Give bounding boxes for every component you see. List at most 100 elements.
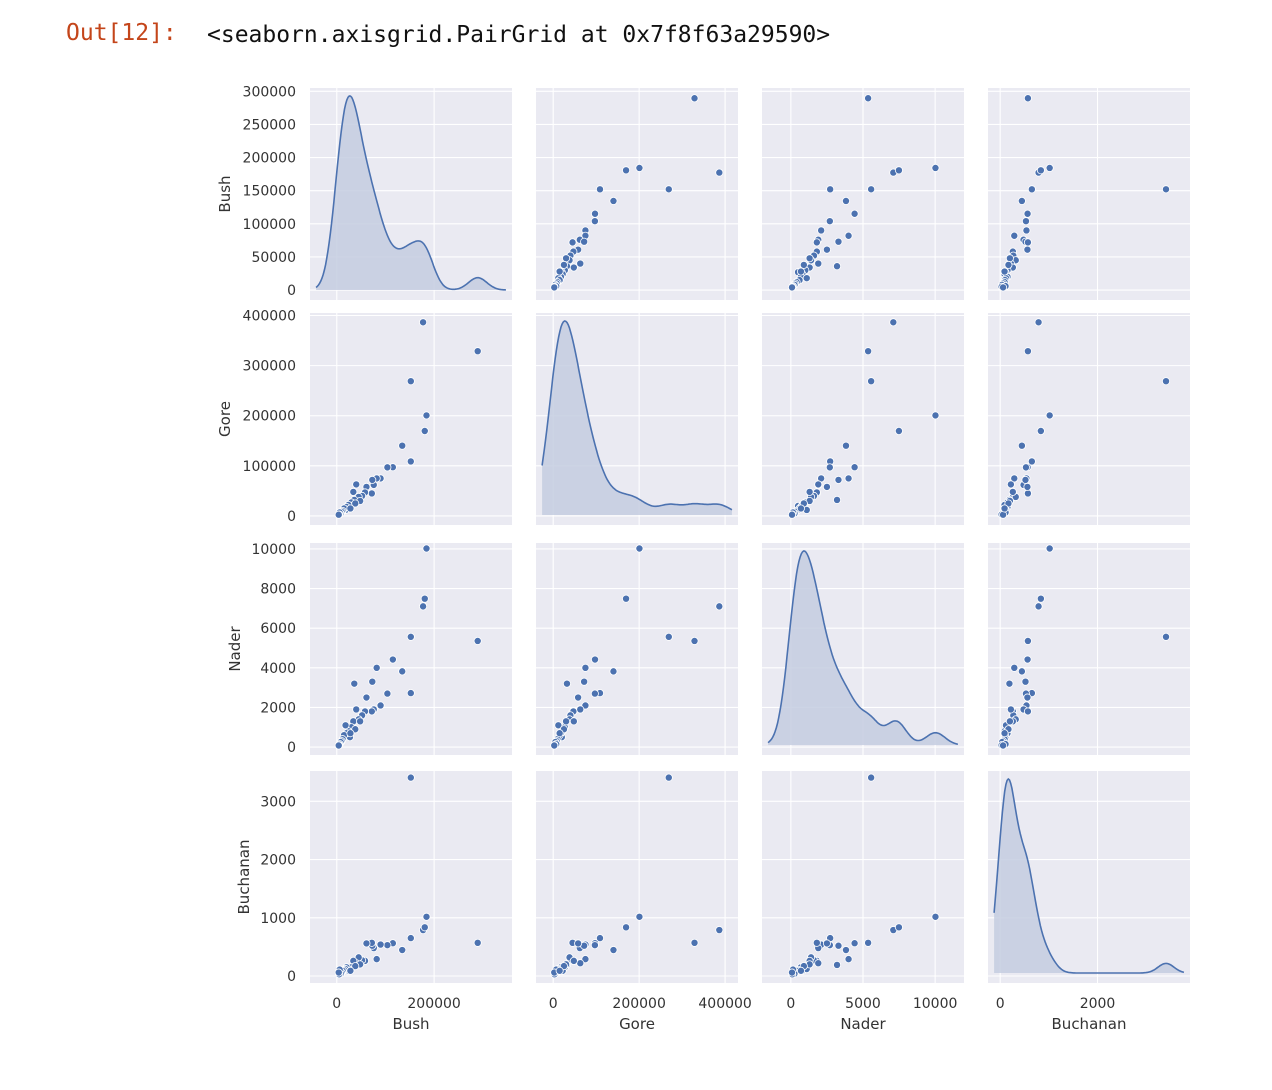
scatter-point — [825, 217, 834, 226]
scatter-point — [1017, 441, 1026, 450]
scatter-point — [1036, 594, 1045, 603]
scatter-point — [867, 377, 876, 386]
scatter-point — [555, 729, 564, 738]
scatter-point — [894, 923, 903, 932]
scatter-point — [1023, 209, 1032, 218]
scatter-point — [590, 217, 599, 226]
y-axis-label-bush: Bush — [216, 175, 234, 212]
scatter-point — [341, 721, 350, 730]
kde-curve-gore — [541, 320, 733, 511]
scatter-point — [664, 632, 673, 641]
kde-fill-nader — [768, 551, 958, 745]
scatter-point — [419, 602, 428, 611]
scatter-point — [1023, 347, 1032, 356]
scatter-point — [550, 741, 559, 750]
output-repr-text: <seaborn.axisgrid.PairGrid at 0x7f8f63a2… — [207, 22, 831, 48]
scatter-point — [1023, 238, 1032, 247]
scatter-point — [576, 705, 585, 714]
y-tick-label: 6000 — [260, 621, 296, 637]
x-tick-label: 0 — [786, 996, 795, 1012]
scatter-point — [350, 679, 359, 688]
scatter-point — [1027, 185, 1036, 194]
scatter-point — [398, 667, 407, 676]
scatter-point — [1162, 377, 1171, 386]
scatter-point — [1010, 663, 1019, 672]
y-tick-label: 0 — [287, 509, 296, 525]
scatter-point — [664, 773, 673, 782]
y-tick-label: 0 — [287, 283, 296, 299]
scatter-point — [796, 267, 805, 276]
panel-buchanan-gore — [536, 771, 738, 983]
panel-nader-buchanan — [988, 543, 1190, 755]
scatter-point — [1027, 457, 1036, 466]
scatter-point — [367, 489, 376, 498]
scatter-point — [562, 679, 571, 688]
x-tick-label: 0 — [996, 996, 1005, 1012]
y-tick-label: 300000 — [243, 359, 296, 375]
scatter-point — [931, 411, 940, 420]
scatter-point — [352, 705, 361, 714]
y-tick-label: 300000 — [243, 84, 296, 100]
scatter-point — [788, 968, 797, 977]
scatter-point — [867, 773, 876, 782]
panel-nader-bush — [310, 543, 512, 755]
scatter-point — [406, 632, 415, 641]
scatter-point — [406, 934, 415, 943]
scatter-point — [422, 912, 431, 921]
scatter-point — [1023, 245, 1032, 254]
y-tick-label: 0 — [287, 969, 296, 985]
scatter-point — [383, 941, 392, 950]
scatter-point — [367, 707, 376, 716]
scatter-point — [850, 939, 859, 948]
scatter-point — [574, 939, 583, 948]
scatter-point — [664, 185, 673, 194]
scatter-point — [1006, 480, 1015, 489]
scatter-point — [562, 717, 571, 726]
scatter-point — [372, 955, 381, 964]
scatter-point — [1021, 475, 1030, 484]
y-tick-label: 150000 — [243, 184, 296, 200]
scatter-point — [420, 594, 429, 603]
scatter-point — [826, 185, 835, 194]
scatter-point — [814, 480, 823, 489]
scatter-point — [1045, 163, 1054, 172]
scatter-point — [833, 495, 842, 504]
x-tick-label: 0 — [549, 996, 558, 1012]
scatter-point — [1000, 504, 1009, 513]
scatter-point — [802, 274, 811, 283]
scatter-point — [555, 966, 564, 975]
scatter-point — [595, 185, 604, 194]
scatter-point — [1017, 667, 1026, 676]
y-tick-label: 3000 — [260, 794, 296, 810]
y-tick-label: 400000 — [243, 309, 296, 325]
scatter-point — [864, 347, 873, 356]
scatter-point — [864, 94, 873, 103]
scatter-point — [569, 956, 578, 965]
scatter-point — [609, 196, 618, 205]
scatter-point — [690, 636, 699, 645]
scatter-point — [1036, 166, 1045, 175]
y-axis-label-buchanan: Buchanan — [235, 840, 253, 915]
scatter-point — [1021, 217, 1030, 226]
scatter-point — [1045, 411, 1054, 420]
scatter-point — [351, 962, 360, 971]
scatter-point — [1034, 318, 1043, 327]
scatter-point — [1021, 463, 1030, 472]
scatter-point — [473, 938, 482, 947]
scatter-point — [864, 938, 873, 947]
scatter-point — [1023, 655, 1032, 664]
y-tick-label: 200000 — [243, 151, 296, 167]
scatter-point — [1034, 602, 1043, 611]
scatter-point — [1162, 632, 1171, 641]
scatter-point — [690, 938, 699, 947]
y-tick-label: 1000 — [260, 911, 296, 927]
scatter-point — [398, 441, 407, 450]
scatter-point — [352, 480, 361, 489]
scatter-point — [799, 260, 808, 269]
y-tick-label: 250000 — [243, 117, 296, 133]
y-axis-label-gore: Gore — [216, 401, 234, 437]
scatter-point — [822, 245, 831, 254]
x-axis-label-bush: Bush — [392, 1015, 429, 1033]
scatter-point — [850, 209, 859, 218]
